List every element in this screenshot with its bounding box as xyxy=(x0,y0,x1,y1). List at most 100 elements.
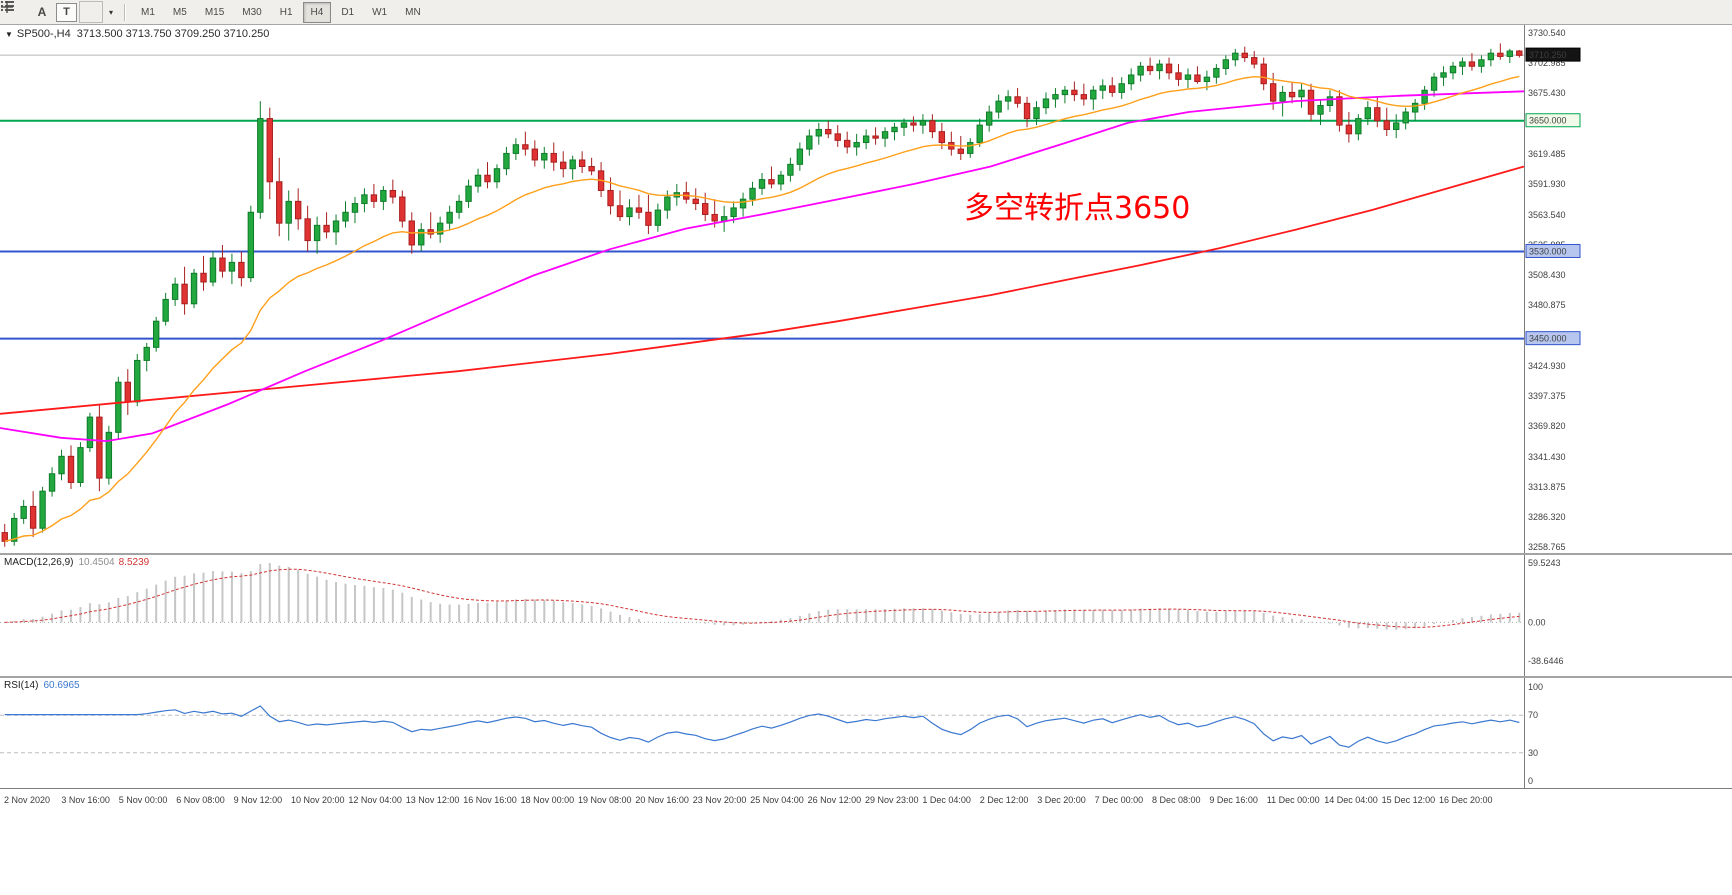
bull-bear-pivot-annotation[interactable]: 多空转折点3650 xyxy=(964,191,1191,226)
macd-tick-label: 59.5243 xyxy=(1528,558,1561,568)
macd-signal-line xyxy=(4,568,1520,628)
rsi-panel[interactable]: 100 70 30 0 RSI(14) 60.6965 xyxy=(0,676,1732,788)
text-tool-t-button[interactable]: T xyxy=(56,2,77,22)
macd-histogram xyxy=(13,563,1521,630)
time-label: 19 Nov 08:00 xyxy=(578,795,632,805)
price-tick-label: 3591.930 xyxy=(1528,179,1566,189)
ohlc-values: 3713.500 3713.750 3709.250 3710.250 xyxy=(76,28,270,40)
crosshair-icon xyxy=(1,1,13,13)
macd-tick-label: 0.00 xyxy=(1528,617,1546,627)
time-label: 9 Nov 12:00 xyxy=(233,795,283,805)
rsi-name: RSI(14) xyxy=(4,680,39,691)
svg-text:3530.000: 3530.000 xyxy=(1529,246,1567,256)
ma-mid-line xyxy=(0,90,1525,443)
collapse-arrow-icon[interactable]: ▼ xyxy=(5,30,13,39)
macd-name: MACD(12,26,9) xyxy=(4,557,74,568)
time-label: 20 Nov 16:00 xyxy=(635,795,689,805)
ma-slow-line xyxy=(0,165,1525,415)
price-tick-label: 3258.765 xyxy=(1528,542,1566,552)
time-label: 6 Nov 08:00 xyxy=(176,795,225,805)
ma-fast-line xyxy=(4,75,1520,542)
price-badge: 3650.000 xyxy=(1525,113,1581,128)
rsi-tick-label: 0 xyxy=(1528,776,1533,786)
macd-label: MACD(12,26,9) 10.4504 8.5239 xyxy=(4,557,149,568)
toolbar-dropdown-caret-icon[interactable]: ▾ xyxy=(108,7,113,17)
price-plot[interactable]: 3730.5403702.9853675.4303647.8753619.485… xyxy=(0,25,1732,553)
timeframe-h4-button[interactable]: H4 xyxy=(302,1,332,23)
macd-main-value: 10.4504 xyxy=(78,557,115,568)
rsi-tick-label: 70 xyxy=(1528,710,1538,720)
timeframe-m5-button[interactable]: M5 xyxy=(172,6,187,18)
price-tick-label: 3702.985 xyxy=(1528,58,1566,68)
timeframe-mn-button[interactable]: MN xyxy=(405,6,421,18)
time-label: 10 Nov 20:00 xyxy=(291,795,345,805)
time-label: 12 Nov 04:00 xyxy=(348,795,402,805)
price-badge: 3530.000 xyxy=(1525,243,1581,258)
price-tick-label: 3397.375 xyxy=(1528,391,1566,401)
chart-toolbar: A T ▾ M1 M5 M15 M30 H1 H4 D1 W1 MN xyxy=(0,0,1732,25)
timeframe-d1-button[interactable]: D1 xyxy=(341,6,355,18)
time-label: 3 Dec 20:00 xyxy=(1037,795,1086,805)
price-badge: 3710.250 xyxy=(1525,47,1581,62)
timeframe-m30-button[interactable]: M30 xyxy=(242,6,262,18)
price-tick-label: 3675.430 xyxy=(1528,88,1566,98)
toolbar-separator xyxy=(124,3,126,21)
timeframe-m1-button[interactable]: M1 xyxy=(141,6,155,18)
time-label: 2 Dec 12:00 xyxy=(979,795,1029,805)
svg-text:3650.000: 3650.000 xyxy=(1529,116,1567,126)
rsi-value: 60.6965 xyxy=(43,680,80,691)
timeframe-w1-button[interactable]: W1 xyxy=(372,6,388,18)
time-label: 3 Nov 16:00 xyxy=(61,795,110,805)
time-axis[interactable]: 2 Nov 2020 3 Nov 16:00 5 Nov 00:00 6 Nov 08… xyxy=(0,788,1732,815)
time-label: 7 Dec 00:00 xyxy=(1094,795,1144,805)
time-label: 26 Nov 12:00 xyxy=(807,795,862,805)
symbol-label: SP500-,H4 xyxy=(16,28,71,40)
candles-layer[interactable] xyxy=(1,43,1523,547)
chart-ohlc-header: ▼ SP500-,H4 3713.500 3713.750 3709.250 371… xyxy=(5,28,269,40)
price-tick-label: 3286.320 xyxy=(1528,512,1566,522)
time-label: 18 Nov 00:00 xyxy=(520,795,575,805)
price-tick-label: 3730.540 xyxy=(1528,28,1566,38)
timeframe-h1-button[interactable]: H1 xyxy=(279,6,293,18)
price-tick-label: 3313.875 xyxy=(1528,482,1566,492)
cursor-tool-a-button[interactable]: A xyxy=(37,5,47,19)
time-label: 13 Nov 12:00 xyxy=(405,795,460,805)
chart-list-icon[interactable] xyxy=(1,1,28,23)
timeframe-m15-button[interactable]: M15 xyxy=(204,6,225,18)
rsi-tick-label: 30 xyxy=(1528,748,1538,758)
crosshair-tool-button[interactable] xyxy=(1,1,103,23)
time-label: 15 Dec 12:00 xyxy=(1381,795,1436,805)
rsi-plot[interactable]: 100 70 30 0 xyxy=(0,678,1732,788)
rsi-tick-label: 100 xyxy=(1528,682,1543,692)
time-label: 1 Dec 04:00 xyxy=(922,795,971,805)
rsi-line xyxy=(4,705,1520,748)
price-tick-label: 3369.820 xyxy=(1528,421,1566,431)
price-tick-label: 3341.430 xyxy=(1528,452,1566,462)
time-label: 5 Nov 00:00 xyxy=(118,795,168,805)
time-label: 25 Nov 04:00 xyxy=(750,795,804,805)
price-tick-label: 3563.540 xyxy=(1528,210,1566,220)
rsi-label: RSI(14) 60.6965 xyxy=(4,680,80,691)
time-label: 11 Dec 00:00 xyxy=(1266,795,1320,805)
time-label: 9 Dec 16:00 xyxy=(1209,795,1258,805)
grid-rows-icon xyxy=(1,1,14,11)
macd-tick-label: -38.6446 xyxy=(1528,656,1564,666)
macd-plot[interactable]: 59.5243 0.00 -38.6446 xyxy=(0,555,1732,676)
macd-signal-value: 8.5239 xyxy=(118,557,150,568)
svg-text:3450.000: 3450.000 xyxy=(1529,334,1567,344)
time-label: 2 Nov 2020 xyxy=(4,795,51,805)
time-label: 14 Dec 04:00 xyxy=(1324,795,1378,805)
time-label: 23 Nov 20:00 xyxy=(692,795,747,805)
timeframe-group: M1 M5 M15 M30 H1 H4 D1 W1 MN xyxy=(132,1,430,23)
time-label: 29 Nov 23:00 xyxy=(865,795,919,805)
time-label: 8 Dec 08:00 xyxy=(1152,795,1201,805)
price-chart-panel[interactable]: 3730.5403702.9853675.4303647.8753619.485… xyxy=(0,25,1732,553)
price-badge: 3450.000 xyxy=(1525,331,1581,346)
svg-text:3710.250: 3710.250 xyxy=(1529,50,1567,60)
time-label: 16 Dec 20:00 xyxy=(1439,795,1493,805)
price-tick-label: 3480.875 xyxy=(1528,300,1566,310)
macd-panel[interactable]: 59.5243 0.00 -38.6446 MACD(12,26,9) 10.4504… xyxy=(0,553,1732,676)
time-label: 16 Nov 16:00 xyxy=(463,795,517,805)
price-tick-label: 3619.485 xyxy=(1528,149,1566,159)
price-tick-label: 3424.930 xyxy=(1528,361,1566,371)
